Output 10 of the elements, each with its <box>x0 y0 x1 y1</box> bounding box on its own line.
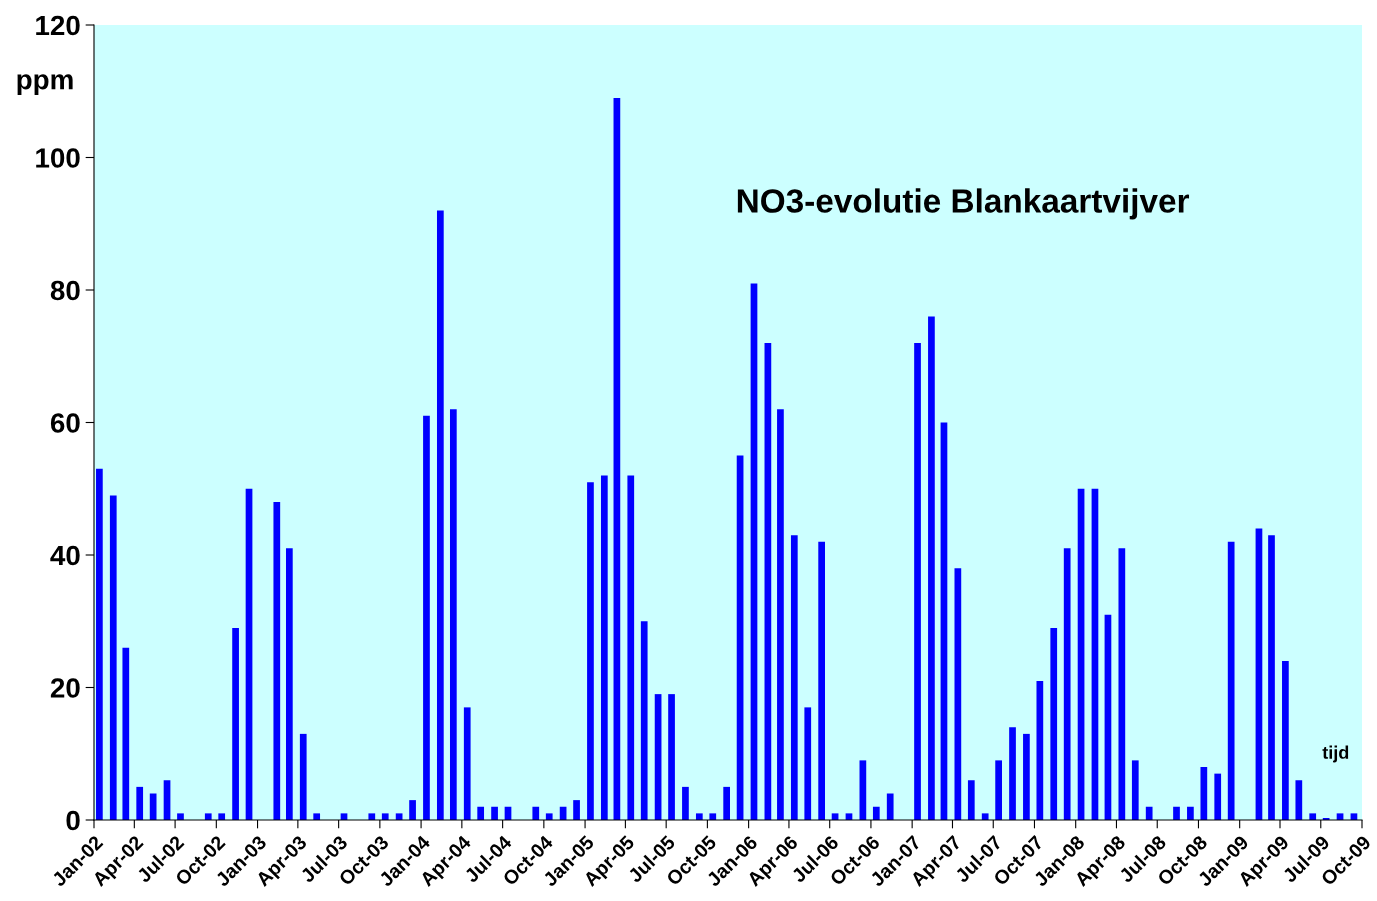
x-axis-title: tijd <box>1322 745 1349 763</box>
y-axis-title: ppm <box>17 74 73 95</box>
y-tick-label: 0 <box>66 810 80 831</box>
y-tick-label: 40 <box>50 545 80 566</box>
y-tick-label: 60 <box>50 413 80 433</box>
y-tick-label: 100 <box>36 148 80 168</box>
y-tick-label: 80 <box>50 280 80 301</box>
y-tick-label: 120 <box>36 15 80 36</box>
y-tick-label: 20 <box>50 678 80 698</box>
text: NO3-evolutie Blankaartvijver <box>737 188 1190 220</box>
